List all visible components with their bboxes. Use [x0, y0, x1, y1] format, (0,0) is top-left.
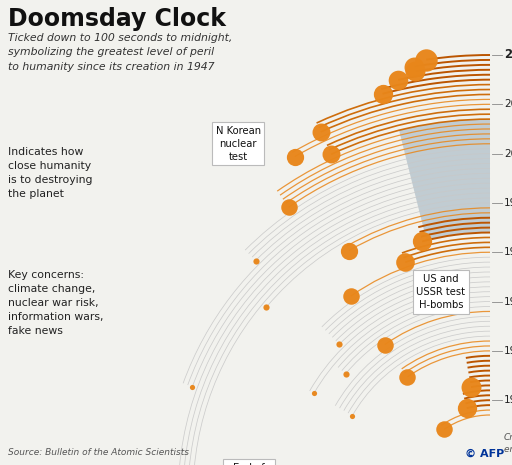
Point — [394, 76, 402, 84]
Text: 1950: 1950 — [504, 395, 512, 405]
Point — [380, 341, 389, 348]
Point — [327, 151, 335, 158]
Point — [410, 63, 418, 70]
Text: 2020: 2020 — [504, 48, 512, 61]
Point — [251, 257, 260, 264]
Point — [422, 56, 430, 63]
Point — [378, 90, 387, 98]
Text: 2000: 2000 — [504, 149, 512, 159]
Text: © AFP: © AFP — [465, 449, 504, 459]
Text: 1990: 1990 — [504, 198, 512, 208]
Point — [310, 390, 318, 397]
Text: Créée
en 1947: Créée en 1947 — [504, 433, 512, 454]
Polygon shape — [399, 119, 490, 240]
Point — [316, 128, 325, 136]
Point — [188, 383, 197, 391]
Point — [463, 405, 471, 412]
Point — [348, 412, 356, 419]
Text: End of
Cold War: End of Cold War — [227, 463, 271, 465]
Point — [285, 204, 293, 211]
Point — [347, 292, 355, 300]
Text: Doomsday Clock: Doomsday Clock — [8, 7, 226, 31]
Point — [411, 68, 419, 75]
Text: Indicates how
close humanity
is to destroying
the planet: Indicates how close humanity is to destr… — [8, 147, 93, 199]
Point — [403, 373, 412, 381]
Text: Ticked down to 100 seconds to midnight,
symbolizing the greatest level of peril
: Ticked down to 100 seconds to midnight, … — [8, 33, 232, 72]
Point — [291, 153, 299, 160]
Point — [440, 426, 448, 433]
Point — [342, 370, 350, 378]
Text: Source: Bulletin of the Atomic Scientists: Source: Bulletin of the Atomic Scientist… — [8, 448, 189, 457]
Text: 1980: 1980 — [504, 247, 512, 257]
Point — [345, 247, 353, 254]
Point — [467, 383, 475, 391]
Text: 2010: 2010 — [504, 100, 512, 109]
Point — [335, 340, 344, 348]
Point — [401, 259, 410, 266]
Point — [262, 304, 270, 311]
Text: US and
USSR test
H-bombs: US and USSR test H-bombs — [416, 274, 465, 310]
Text: Key concerns:
climate change,
nuclear war risk,
information wars,
fake news: Key concerns: climate change, nuclear wa… — [8, 270, 103, 336]
Text: 1960: 1960 — [504, 346, 512, 356]
Text: N Korean
nuclear
test: N Korean nuclear test — [216, 126, 261, 162]
Text: 1970: 1970 — [504, 297, 512, 306]
Point — [418, 238, 426, 245]
